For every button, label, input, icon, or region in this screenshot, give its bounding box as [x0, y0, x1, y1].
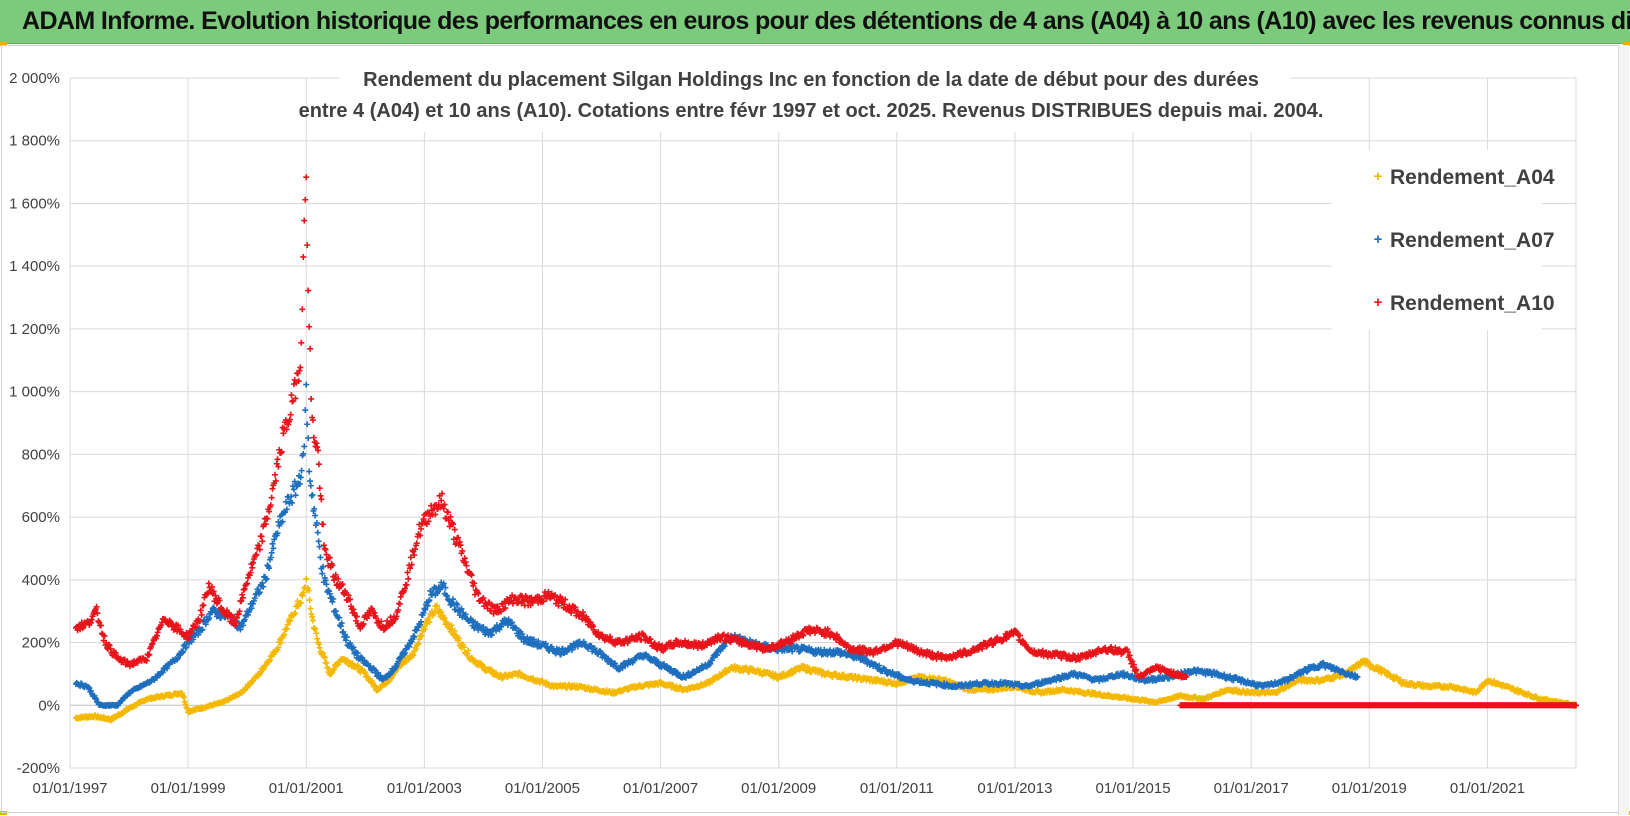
data-point-rendement-a10: [288, 392, 294, 398]
y-tick-label: 1 600%: [9, 195, 60, 212]
data-point-rendement-a10: [200, 602, 206, 608]
chart-area: -200% 0% 200% 400% 600% 800% 1 000% 1 200% 1 400…: [0, 0, 1630, 816]
y-tick-label: 1 200%: [9, 321, 60, 338]
data-point-rendement-a10: [272, 472, 278, 478]
data-point-rendement-a07: [317, 554, 323, 560]
y-tick-label: 0%: [38, 697, 60, 714]
y-tick-label: 1 000%: [9, 384, 60, 401]
x-tick-label: 01/01/1999: [151, 780, 226, 797]
x-tick-label: 01/01/1997: [32, 780, 107, 797]
page: ADAM Informe. Evolution historique des p…: [0, 0, 1630, 816]
data-point-rendement-a07: [306, 469, 312, 475]
data-point-rendement-a10: [311, 435, 317, 441]
data-point-rendement-a04: [310, 617, 316, 623]
data-point-rendement-a07: [338, 623, 344, 629]
data-point-rendement-a10: [280, 430, 286, 436]
data-point-rendement-a10: [206, 580, 212, 586]
data-point-rendement-a10: [302, 197, 308, 203]
x-tick-label: 01/01/2017: [1214, 780, 1289, 797]
data-point-rendement-a04: [309, 614, 315, 620]
x-tick-label: 01/01/2007: [623, 780, 698, 797]
y-tick-label: 600%: [22, 509, 60, 526]
data-point-rendement-a07: [303, 382, 309, 388]
y-tick-label: 1 400%: [9, 258, 60, 275]
x-tick-label: 01/01/2005: [505, 780, 580, 797]
data-point-rendement-a10: [397, 601, 403, 607]
data-point-rendement-a10: [318, 493, 324, 499]
y-tick-label: 2 000%: [9, 70, 60, 87]
data-point-rendement-a07: [302, 407, 308, 413]
data-point-rendement-a10: [297, 364, 303, 370]
x-tick-label: 01/01/2011: [860, 780, 934, 797]
data-point-rendement-a10: [300, 254, 306, 260]
data-point-rendement-a10: [299, 306, 305, 312]
y-tick-label: 800%: [22, 446, 60, 463]
data-point-rendement-a10: [288, 412, 294, 418]
data-point-rendement-a07: [308, 483, 314, 489]
data-point-rendement-a10: [307, 346, 313, 352]
data-point-rendement-a10: [298, 340, 304, 346]
data-point-rendement-a10: [269, 495, 275, 501]
x-tick-label: 01/01/2013: [977, 780, 1052, 797]
x-tick-label: 01/01/2003: [387, 780, 462, 797]
x-tick-label: 01/01/2009: [741, 780, 816, 797]
y-tick-label: -200%: [17, 760, 60, 777]
x-tick-label: 01/01/2019: [1332, 780, 1407, 797]
data-point-rendement-a07: [299, 468, 305, 474]
y-tick-label: 200%: [22, 635, 60, 652]
data-point-rendement-a04: [314, 636, 320, 642]
data-point-rendement-a04: [307, 597, 313, 603]
data-point-rendement-a04: [308, 611, 314, 617]
data-point-rendement-a10: [308, 396, 314, 402]
data-point-rendement-a10: [303, 174, 309, 180]
data-point-rendement-a10: [320, 521, 326, 527]
data-point-rendement-a04: [317, 645, 323, 651]
data-point-rendement-a07: [316, 538, 322, 544]
data-point-rendement-a10: [452, 527, 458, 533]
data-point-rendement-a10: [269, 486, 275, 492]
data-point-rendement-a10: [322, 546, 328, 552]
data-point-rendement-a10: [318, 496, 324, 502]
x-tick-label: 01/01/2015: [1096, 780, 1171, 797]
data-point-rendement-a10: [317, 485, 323, 491]
data-point-rendement-a07: [307, 478, 313, 484]
data-point-rendement-a07: [315, 530, 321, 536]
data-point-rendement-a04: [299, 593, 305, 599]
chart-title-line-2: entre 4 (A04) et 10 ans (A10). Cotations…: [299, 100, 1324, 122]
data-point-rendement-a10: [405, 576, 411, 582]
y-tick-label: 400%: [22, 572, 60, 589]
data-point-rendement-a04: [307, 606, 313, 612]
y-tick-label: 1 800%: [9, 133, 60, 150]
data-point-rendement-a10: [304, 242, 310, 248]
data-point-rendement-a04: [303, 576, 309, 582]
x-tick-label: 01/01/2001: [269, 780, 344, 797]
data-point-rendement-a07: [304, 421, 310, 427]
axis-ticks: -200% 0% 200% 400% 600% 800% 1 000% 1 200% 1 400…: [9, 70, 1525, 797]
x-tick-label: 01/01/2021: [1450, 780, 1525, 797]
data-point-rendement-a10: [259, 533, 265, 539]
data-point-rendement-a10: [316, 461, 322, 467]
chart-title-line-1: Rendement du placement Silgan Holdings I…: [363, 69, 1259, 91]
data-point-rendement-a07: [310, 492, 316, 498]
data-point-rendement-a10: [275, 456, 281, 462]
